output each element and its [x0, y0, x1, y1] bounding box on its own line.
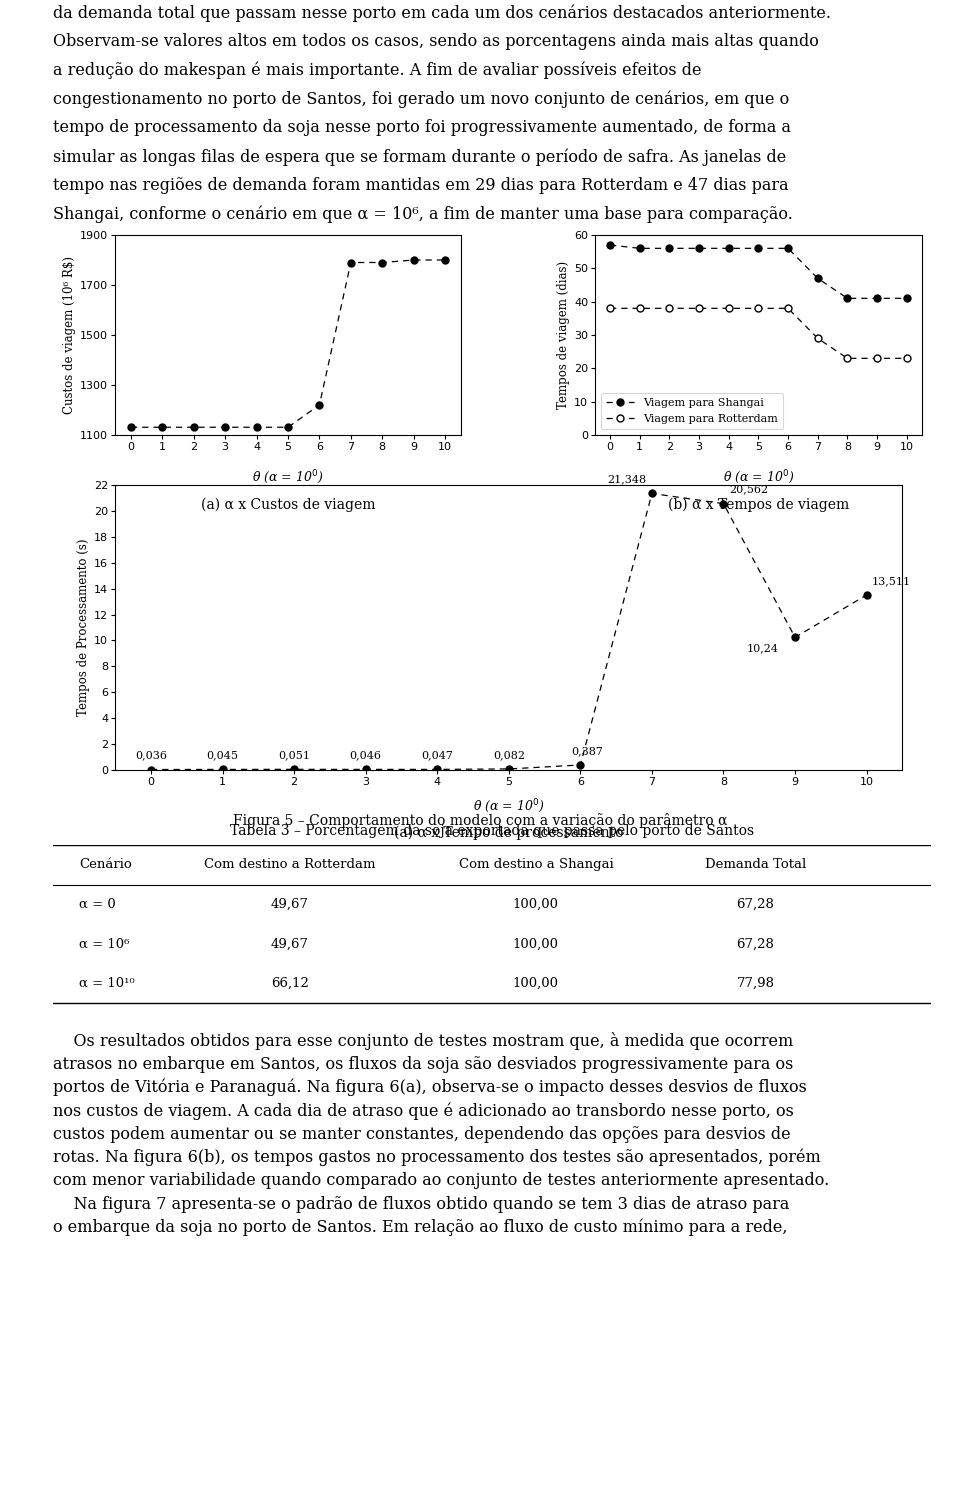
Text: θ (α = 10$^0$): θ (α = 10$^0$) [473, 798, 544, 814]
Text: 0,036: 0,036 [135, 751, 167, 760]
Text: Na figura 7 apresenta-se o padrão de fluxos obtido quando se tem 3 dias de atras: Na figura 7 apresenta-se o padrão de flu… [53, 1196, 789, 1212]
Text: 0,387: 0,387 [571, 746, 604, 756]
Text: 67,28: 67,28 [736, 937, 775, 951]
Text: 66,12: 66,12 [271, 976, 309, 990]
Text: α = 10¹⁰: α = 10¹⁰ [79, 976, 135, 990]
Text: (a) α x Tempo de processamento: (a) α x Tempo de processamento [394, 826, 624, 840]
Text: da demanda total que passam nesse porto em cada um dos cenários destacados anter: da demanda total que passam nesse porto … [53, 5, 830, 23]
Text: θ (α = 10$^0$): θ (α = 10$^0$) [252, 469, 324, 485]
Text: atrasos no embarque em Santos, os fluxos da soja são desviados progressivamente : atrasos no embarque em Santos, os fluxos… [53, 1056, 793, 1072]
Y-axis label: Custos de viagem (10⁶ R$): Custos de viagem (10⁶ R$) [63, 255, 76, 415]
Text: 10,24: 10,24 [747, 643, 779, 653]
Text: a redução do makespan é mais importante. A fim de avaliar possíveis efeitos de: a redução do makespan é mais importante.… [53, 62, 702, 80]
Text: (b) α x Tempos de viagem: (b) α x Tempos de viagem [668, 499, 849, 512]
Text: Demanda Total: Demanda Total [705, 858, 806, 871]
Text: θ (α = 10$^0$): θ (α = 10$^0$) [723, 469, 794, 485]
Text: simular as longas filas de espera que se formam durante o período de safra. As j: simular as longas filas de espera que se… [53, 149, 786, 165]
Text: 100,00: 100,00 [513, 898, 559, 910]
Text: 100,00: 100,00 [513, 937, 559, 951]
Text: 20,562: 20,562 [729, 485, 768, 494]
Text: α = 0: α = 0 [79, 898, 116, 910]
Text: rotas. Na figura 6(b), os tempos gastos no processamento dos testes são apresent: rotas. Na figura 6(b), os tempos gastos … [53, 1149, 821, 1167]
Text: 0,047: 0,047 [421, 751, 453, 760]
Text: Com destino a Rotterdam: Com destino a Rotterdam [204, 858, 375, 871]
Text: Cenário: Cenário [79, 858, 132, 871]
Text: tempo nas regiões de demanda foram mantidas em 29 dias para Rotterdam e 47 dias : tempo nas regiões de demanda foram manti… [53, 177, 788, 194]
Text: portos de Vitória e Paranaguá. Na figura 6(a), observa-se o impacto desses desvi: portos de Vitória e Paranaguá. Na figura… [53, 1078, 806, 1096]
Text: Com destino a Shangai: Com destino a Shangai [459, 858, 613, 871]
Text: congestionamento no porto de Santos, foi gerado um novo conjunto de cenários, em: congestionamento no porto de Santos, foi… [53, 90, 789, 108]
Legend: Viagem para Shangai, Viagem para Rotterdam: Viagem para Shangai, Viagem para Rotterd… [601, 394, 783, 430]
Text: α = 10⁶: α = 10⁶ [79, 937, 130, 951]
Text: 49,67: 49,67 [271, 937, 309, 951]
Text: Figura 5 – Comportamento do modelo com a variação do parâmetro α: Figura 5 – Comportamento do modelo com a… [233, 813, 727, 828]
Text: 77,98: 77,98 [736, 976, 775, 990]
Text: tempo de processamento da soja nesse porto foi progressivamente aumentado, de fo: tempo de processamento da soja nesse por… [53, 119, 791, 137]
Text: nos custos de viagem. A cada dia de atraso que é adicionado ao transbordo nesse : nos custos de viagem. A cada dia de atra… [53, 1102, 794, 1120]
Text: 0,046: 0,046 [349, 751, 382, 760]
Text: Observam-se valores altos em todos os casos, sendo as porcentagens ainda mais al: Observam-se valores altos em todos os ca… [53, 33, 819, 50]
Text: 67,28: 67,28 [736, 898, 775, 910]
Text: o embarque da soja no porto de Santos. Em relação ao fluxo de custo mínimo para : o embarque da soja no porto de Santos. E… [53, 1220, 787, 1236]
Text: 0,082: 0,082 [492, 749, 525, 760]
Text: com menor variabilidade quando comparado ao conjunto de testes anteriormente apr: com menor variabilidade quando comparado… [53, 1173, 829, 1190]
Text: 49,67: 49,67 [271, 898, 309, 910]
Text: Os resultados obtidos para esse conjunto de testes mostram que, à medida que oco: Os resultados obtidos para esse conjunto… [53, 1032, 793, 1050]
Text: 100,00: 100,00 [513, 976, 559, 990]
Text: 21,348: 21,348 [608, 475, 646, 484]
Text: 13,511: 13,511 [872, 575, 911, 586]
Text: 0,045: 0,045 [206, 751, 238, 760]
Text: 0,051: 0,051 [278, 751, 310, 760]
Y-axis label: Tempos de Processamento (s): Tempos de Processamento (s) [77, 539, 90, 716]
Text: Shangai, conforme o cenário em que α = 10⁶, a fim de manter uma base para compar: Shangai, conforme o cenário em que α = 1… [53, 206, 793, 224]
Text: custos podem aumentar ou se manter constantes, dependendo das opções para desvio: custos podem aumentar ou se manter const… [53, 1125, 790, 1143]
Text: (a) α x Custos de viagem: (a) α x Custos de viagem [201, 499, 375, 512]
Text: Tabela 3 – Porcentagem da soja exportada que passa pelo porto de Santos: Tabela 3 – Porcentagem da soja exportada… [230, 825, 754, 838]
Y-axis label: Tempos de viagem (dias): Tempos de viagem (dias) [557, 261, 570, 409]
